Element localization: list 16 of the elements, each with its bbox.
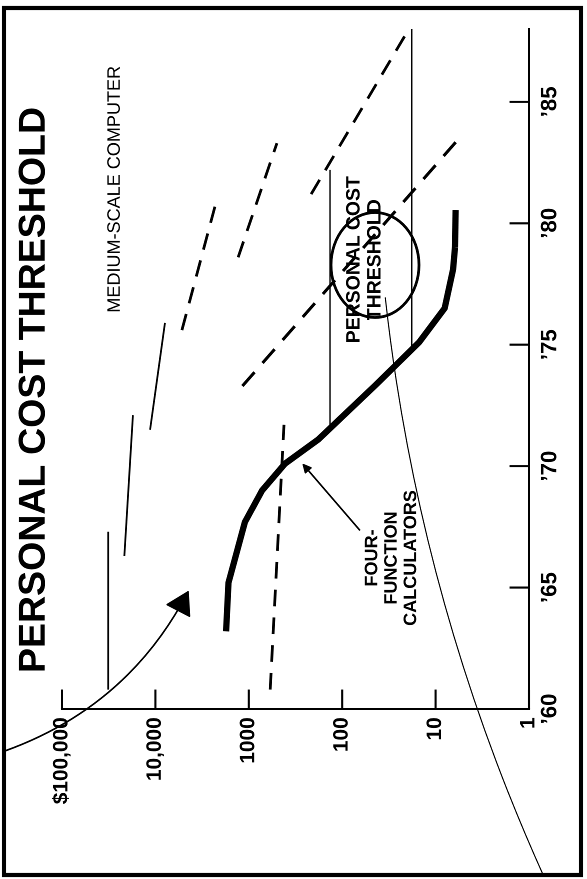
annotation: MEDIUM-SCALE COMPUTER: [107, 66, 120, 312]
y-tick-label: ’80: [540, 208, 556, 238]
y-tick-label: ’65: [540, 572, 556, 602]
x-tick-label: $100,000: [52, 718, 71, 804]
x-tick-label: 10: [426, 718, 442, 740]
y-tick-label: ’85: [540, 87, 556, 116]
annotation: FOUR- FUNCTION CALCULATORS: [364, 490, 416, 626]
x-tick-label: 1: [520, 718, 534, 728]
x-tick-label: 10,000: [146, 718, 164, 780]
y-tick-label: ’75: [540, 330, 556, 359]
y-tick-label: ’60: [540, 694, 556, 723]
annotation: PERSONAL COST THRESHOLD: [346, 176, 381, 342]
x-tick-label: 100: [333, 718, 348, 751]
text: PERSONAL COST THRESHOLD: [18, 108, 46, 671]
x-tick-label: 1000: [240, 718, 254, 762]
y-tick-label: ’70: [540, 452, 556, 480]
